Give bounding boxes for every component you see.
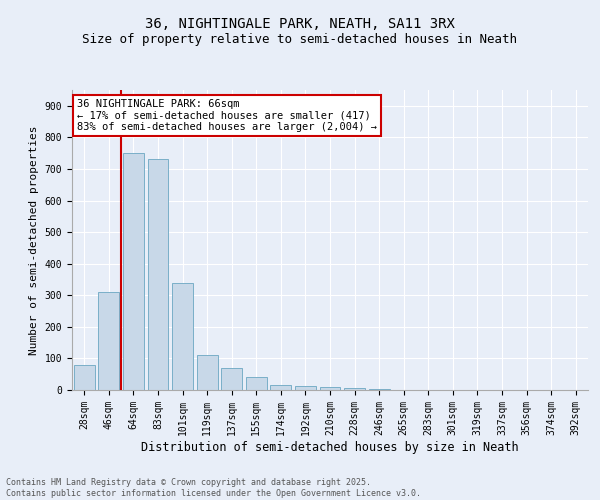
Bar bbox=[172, 282, 193, 390]
Bar bbox=[197, 356, 218, 390]
Bar bbox=[344, 388, 365, 390]
Bar bbox=[148, 160, 169, 390]
Bar bbox=[246, 378, 267, 390]
Bar bbox=[320, 387, 340, 390]
Bar bbox=[123, 153, 144, 390]
Text: Contains HM Land Registry data © Crown copyright and database right 2025.
Contai: Contains HM Land Registry data © Crown c… bbox=[6, 478, 421, 498]
Y-axis label: Number of semi-detached properties: Number of semi-detached properties bbox=[29, 125, 39, 355]
Bar bbox=[295, 386, 316, 390]
Bar bbox=[74, 364, 95, 390]
Text: Size of property relative to semi-detached houses in Neath: Size of property relative to semi-detach… bbox=[83, 32, 517, 46]
Bar bbox=[271, 386, 292, 390]
Bar bbox=[98, 292, 119, 390]
Text: 36, NIGHTINGALE PARK, NEATH, SA11 3RX: 36, NIGHTINGALE PARK, NEATH, SA11 3RX bbox=[145, 18, 455, 32]
Text: 36 NIGHTINGALE PARK: 66sqm
← 17% of semi-detached houses are smaller (417)
83% o: 36 NIGHTINGALE PARK: 66sqm ← 17% of semi… bbox=[77, 99, 377, 132]
X-axis label: Distribution of semi-detached houses by size in Neath: Distribution of semi-detached houses by … bbox=[141, 440, 519, 454]
Bar bbox=[221, 368, 242, 390]
